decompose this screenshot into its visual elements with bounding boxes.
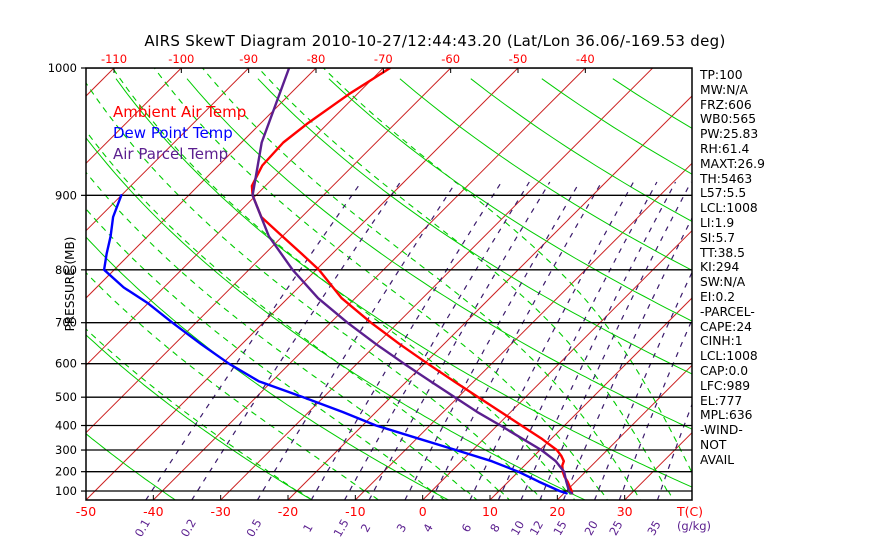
bottom-temp-tick-label: -20 [278,504,298,519]
stat-item: CINH:1 [700,334,743,349]
stat-item: PW:25.83 [700,127,759,142]
top-temp-tick-label: -50 [509,52,528,66]
mixing-ratio-tick-label: 1 [300,521,316,534]
stat-item: TH:5463 [700,171,753,186]
top-temp-tick-label: -70 [374,52,393,66]
stat-item: -WIND- [700,423,743,438]
stat-item: RH:61.4 [700,141,750,156]
top-temp-tick-label: -110 [101,52,127,66]
top-temp-tick-label: -80 [307,52,326,66]
stat-item: EL:777 [700,393,743,408]
mixing-ratio-tick-label: 15 [550,518,569,538]
stats-panel: TP:100 MW:N/A FRZ:606 WB0:565 PW:25.83 RH:61.… [700,68,865,468]
stat-item: MAXT:26.9 [700,156,765,171]
stat-item: NOT [700,437,727,452]
bottom-temp-tick-label: -10 [345,504,365,519]
top-temp-tick-label: -100 [168,52,194,66]
x-axis-temp-title: T(C) [676,504,703,519]
mixing-ratio-tick-label: 12 [527,518,546,538]
legend-dew-point-temp: Dew Point Temp [113,124,233,142]
mixing-ratio-tick-label: 20 [581,518,600,538]
stat-item: CAPE:24 [700,319,752,334]
stat-item: EI:0.2 [700,289,736,304]
mixing-ratio-tick-label: 35 [644,518,663,538]
mixing-ratio-tick-label: 25 [606,518,625,538]
stat-item: TT:38.5 [700,245,745,260]
mixing-ratio-tick-label: 1.5 [330,517,351,540]
pressure-tick-label: 400 [55,419,77,433]
bottom-temp-tick-label: -50 [76,504,96,519]
pressure-tick-label: 600 [55,357,77,371]
pressure-tick-label: 300 [55,443,77,457]
stat-item: LI:1.9 [700,215,735,230]
stat-item: LCL:1008 [700,349,758,364]
top-temp-tick-label: -40 [576,52,595,66]
bottom-temp-tick-label: 20 [549,504,565,519]
bottom-temp-tick-label: 10 [482,504,498,519]
pressure-tick-label: 900 [55,188,77,202]
legend-ambient-air-temp: Ambient Air Temp [113,103,246,121]
bottom-temp-tick-label: -30 [210,504,230,519]
stat-item: -PARCEL- [700,304,755,319]
stat-item: SW:N/A [700,275,746,290]
mixing-ratio-tick-label: 4 [420,521,436,534]
pressure-tick-label: 200 [55,465,77,479]
legend-air-parcel-temp: Air Parcel Temp [113,145,228,163]
pressure-tick-label: 800 [55,263,77,277]
stat-item: CAP:0.0 [700,363,749,378]
pressure-tick-label: 100 [55,484,77,498]
mixing-ratio-tick-label: 0.2 [178,517,199,540]
stat-item: WB0:565 [700,112,757,127]
top-temp-tick-label: -60 [441,52,460,66]
stat-item: TP:100 [700,68,743,82]
pressure-tick-label: 500 [55,390,77,404]
bottom-temp-tick-label: 0 [419,504,427,519]
mixing-ratio-tick-label: 2 [358,521,374,534]
mixing-ratio-tick-label: 8 [487,521,503,534]
pressure-tick-label: 700 [55,316,77,330]
mixing-ratio-tick-label: 0.5 [243,517,264,540]
stat-item: AVAIL [700,452,735,467]
page-title: AIRS SkewT Diagram 2010-10-27/12:44:43.2… [144,32,726,50]
stat-item: L57:5.5 [700,186,747,201]
x-axis-mixing-title: (g/kg) [677,519,711,533]
top-temp-tick-label: -90 [239,52,258,66]
mixing-ratio-tick-label: 6 [459,521,475,534]
mixing-ratio-tick-label: 10 [508,518,527,538]
bottom-temp-tick-label: -40 [143,504,163,519]
mixing-ratio-tick-label: 3 [394,521,410,534]
mixing-ratio-tick-label: 0.1 [132,517,153,540]
pressure-tick-label: 1000 [48,61,77,75]
y-axis-title: PRESSURE (MB) [63,237,77,332]
stat-item: LFC:989 [700,378,751,393]
stat-item: SI:5.7 [700,230,736,245]
stat-item: KI:294 [700,260,740,275]
stat-item: MW:N/A [700,82,748,97]
stat-item: LCL:1008 [700,201,758,216]
stat-item: MPL:636 [700,408,753,423]
stat-item: FRZ:606 [700,97,752,112]
bottom-temp-tick-label: 30 [617,504,633,519]
